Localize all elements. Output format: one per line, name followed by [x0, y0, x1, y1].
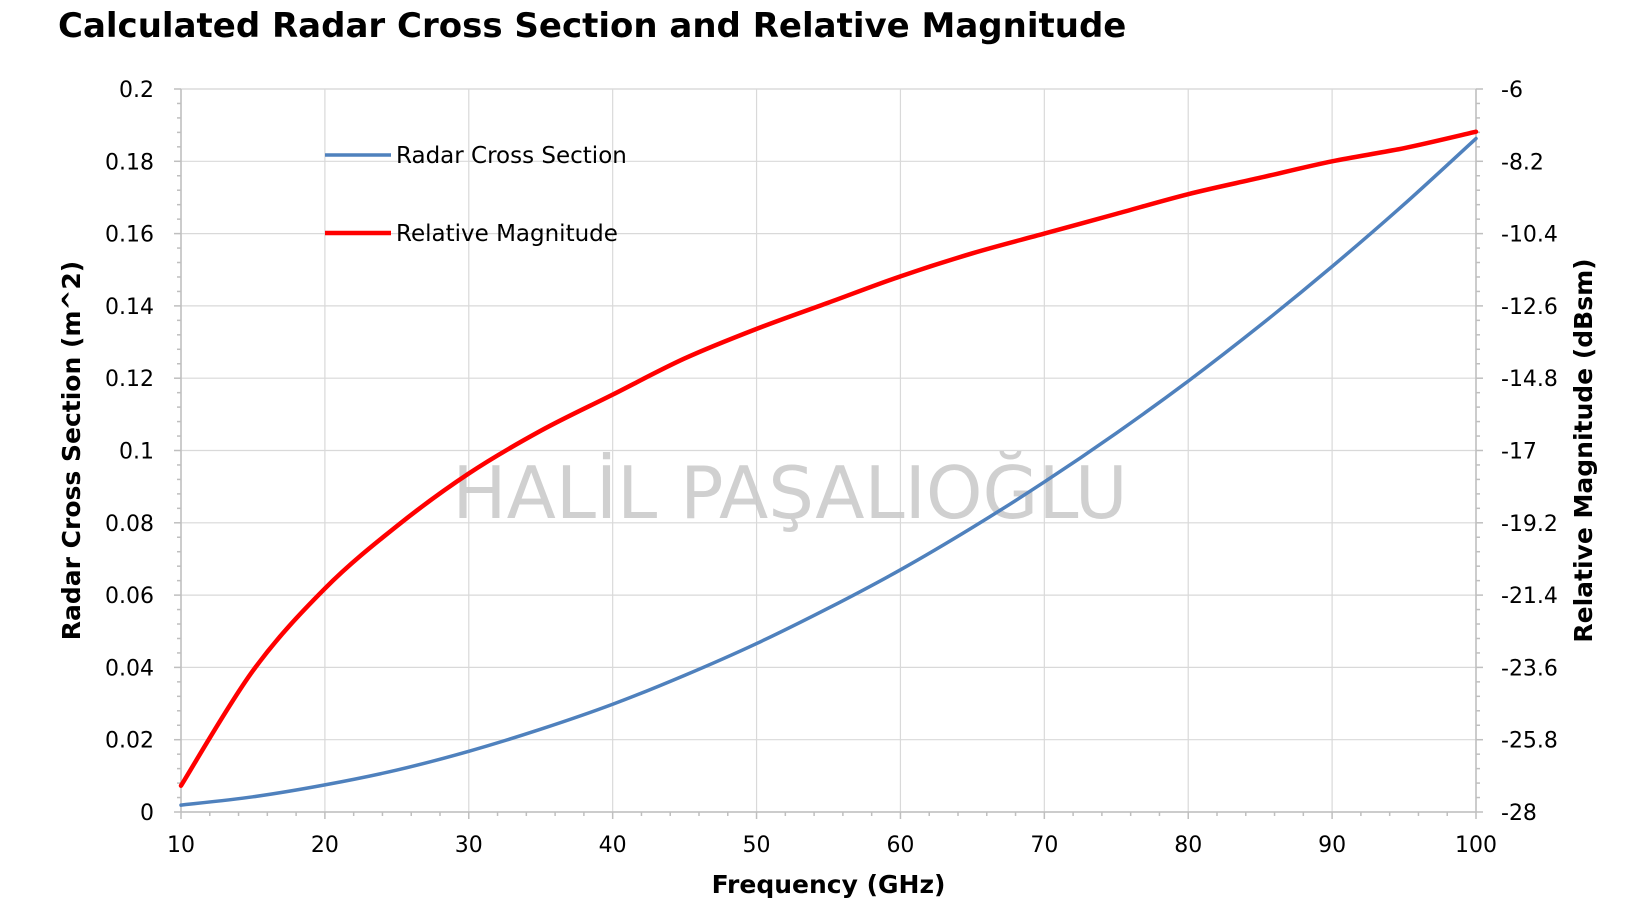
y-tick-label: 0.06: [105, 584, 154, 609]
y-tick-label: 0.2: [119, 78, 154, 103]
y-tick-label: 0.02: [105, 729, 154, 754]
y-tick-label: 0.18: [105, 150, 154, 175]
series-line-relative-magnitude: [178, 129, 1479, 788]
x-tick-label: 100: [1455, 833, 1497, 858]
watermark: HALİL PAŞALIOĞLU: [452, 451, 1127, 535]
x-tick-label: 20: [311, 833, 339, 858]
y-axis-label: Radar Cross Section (m^2): [57, 261, 86, 640]
x-tick-label: 70: [1030, 833, 1058, 858]
x-tick-label: 90: [1318, 833, 1346, 858]
y2-axis-label: Relative Magnitude (dBsm): [1569, 258, 1598, 642]
legend-label-relative-magnitude: Relative Magnitude: [396, 221, 618, 247]
y2-tick-label: -25.8: [1501, 729, 1558, 754]
y-tick-label: 0.16: [105, 223, 154, 248]
x-axis-label: Frequency (GHz): [712, 870, 946, 899]
y2-tick-label: -14.8: [1501, 367, 1558, 392]
legend-label-radar-cross-section: Radar Cross Section: [396, 143, 627, 169]
y-tick-label: 0.08: [105, 512, 154, 537]
x-tick-label: 10: [167, 833, 195, 858]
legend: Radar Cross Section Relative Magnitude: [325, 143, 627, 247]
y2-tick-label: -12.6: [1501, 295, 1558, 320]
y2-tick-label: -8.2: [1501, 150, 1544, 175]
y-tick-label: 0.12: [105, 367, 154, 392]
y2-tick-label: -10.4: [1501, 223, 1558, 248]
y2-tick-label: -28: [1501, 801, 1537, 826]
x-tick-label: 60: [886, 833, 914, 858]
x-tick-label: 50: [743, 833, 771, 858]
y2-tick-label: -21.4: [1501, 584, 1558, 609]
x-tick-label: 40: [599, 833, 627, 858]
x-tick-labels: 10 20 30 40 50 60 70 80 90 100: [167, 833, 1497, 858]
y2-tick-label: -6: [1501, 78, 1523, 103]
y-tick-labels: 0 0.02 0.04 0.06 0.08 0.1 0.12 0.14 0.16 0.18 0.2: [105, 78, 154, 826]
y-tick-label: 0.14: [105, 295, 154, 320]
y2-tick-labels: -28 -25.8 -23.6 -21.4 -19.2 -17 -14.8 -12.6 -10.…: [1501, 78, 1558, 826]
y-tick-label: 0.04: [105, 656, 154, 681]
x-tick-label: 30: [455, 833, 483, 858]
y2-tick-label: -17: [1501, 440, 1537, 465]
y2-tick-label: -19.2: [1501, 512, 1558, 537]
chart-title: Calculated Radar Cross Section and Relat…: [58, 6, 1126, 46]
x-tick-label: 80: [1174, 833, 1202, 858]
series-line-radar-cross-section: [179, 136, 1478, 807]
y2-tick-label: -23.6: [1501, 656, 1558, 681]
series-layer: [178, 129, 1479, 807]
y-tick-label: 0: [140, 801, 154, 826]
axes: [174, 88, 1483, 819]
y-tick-label: 0.1: [119, 440, 154, 465]
